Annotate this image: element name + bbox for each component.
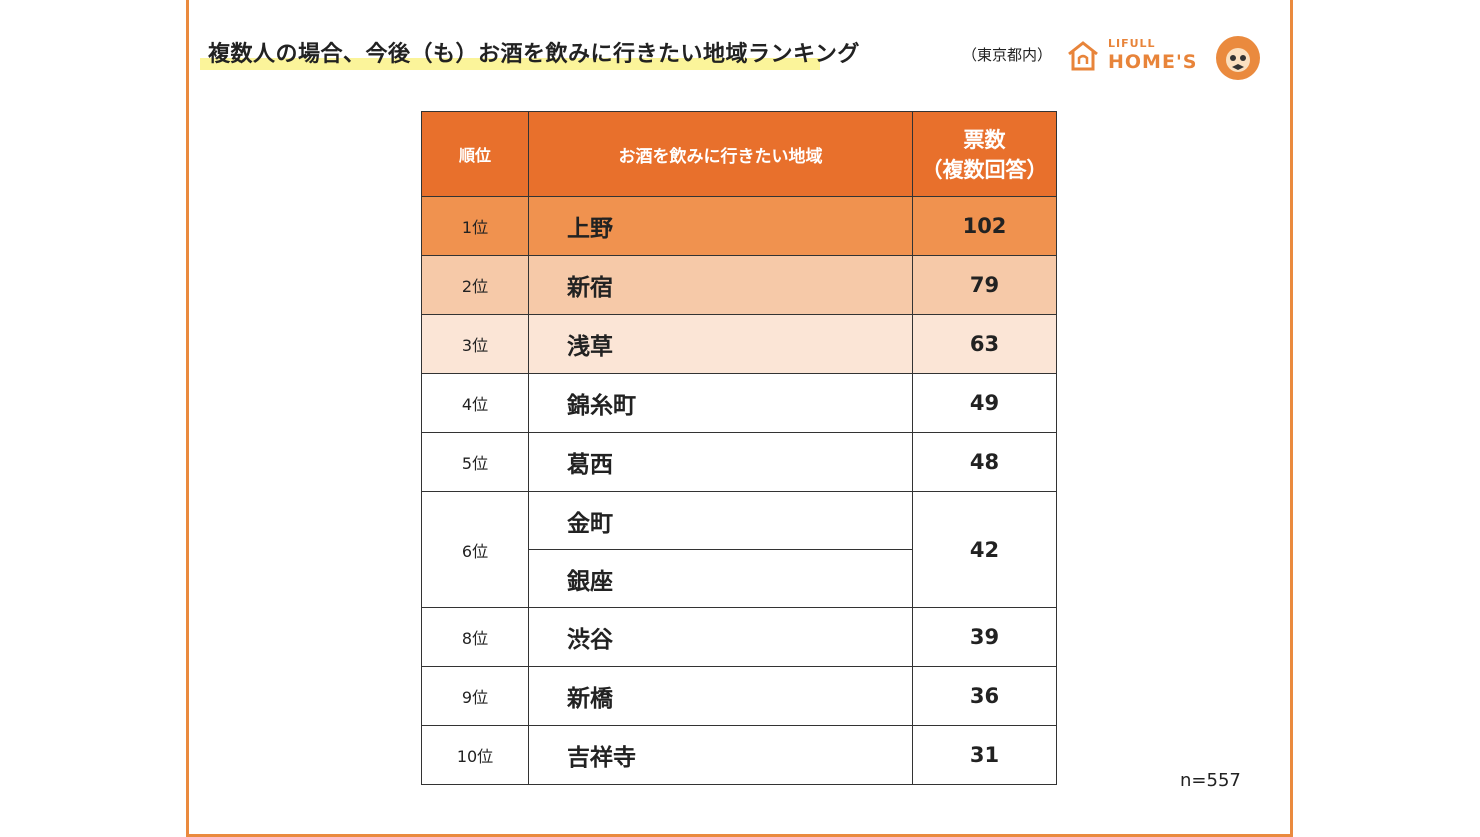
rank: 1位 [421,196,529,256]
rank: 9位 [421,666,529,726]
rank: 5位 [421,432,529,492]
logo-top: LIFULL [1108,37,1156,50]
rank: 4位 [421,373,529,433]
ranking-table: 順位 お酒を飲みに行きたい地域 票数 （複数回答） 1位 上野 102 2位 新宿 79 3位 浅草 6… [421,111,1057,785]
row: 9位 新橋 36 [421,666,1057,726]
header-line: （複数回答） [921,158,1048,182]
votes: 42 [912,491,1057,608]
title-highlight [200,58,820,70]
votes: 63 [912,314,1057,374]
rank: 6位 [421,491,529,608]
header-cell: お酒を飲みに行きたい地域 [528,111,913,197]
row: 銀座 [422,549,1057,608]
rank: 2位 [421,255,529,315]
votes: 79 [912,255,1057,315]
row: 5位 葛西 48 [421,432,1057,492]
region: 銀座 [528,549,913,608]
region: 吉祥寺 [528,725,913,785]
logo-bottom: HOME'S [1108,51,1198,73]
title: 複数人の場合、今後（も）お酒を飲みに行きたい地域ランキング [208,42,860,67]
header-cell: 票数 （複数回答） [912,111,1057,197]
header-row: 順位 お酒を飲みに行きたい地域 票数 （複数回答） [421,111,1057,197]
row: 2位 新宿 79 [421,255,1057,315]
mascot [1216,36,1260,80]
region: 葛西 [528,432,913,492]
votes: 36 [912,666,1057,726]
region: 金町 [528,491,913,550]
rank: 3位 [421,314,529,374]
votes: 102 [912,196,1057,256]
votes: 48 [912,432,1057,492]
row: 4位 錦糸町 49 [421,373,1057,433]
row: 10位 吉祥寺 31 [421,725,1057,785]
region: 錦糸町 [528,373,913,433]
votes: 31 [912,725,1057,785]
logo-icon [1068,41,1098,71]
region: 渋谷 [528,607,913,667]
row: 8位 渋谷 39 [421,607,1057,667]
header-cell: 順位 [421,111,529,197]
region: 新宿 [528,255,913,315]
header-line: 票数 [963,128,1006,152]
rank: 10位 [421,725,529,785]
rank: 8位 [421,607,529,667]
row: 6位 金町 42 [421,491,1057,608]
row: 1位 上野 102 [421,196,1057,256]
votes: 39 [912,607,1057,667]
row: 3位 浅草 63 [421,314,1057,374]
region: 浅草 [528,314,913,374]
region: 新橋 [528,666,913,726]
sample-size: n=557 [1180,770,1241,791]
region: 上野 [528,196,913,256]
votes: 49 [912,373,1057,433]
subtitle: （東京都内） [962,46,1053,64]
